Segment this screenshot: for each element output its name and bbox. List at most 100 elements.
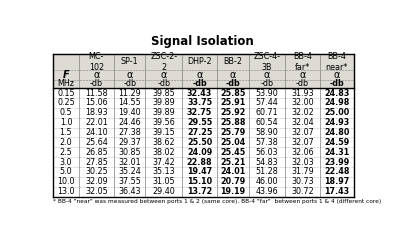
Text: 24.31: 24.31 (324, 148, 350, 157)
Text: -db: -db (226, 80, 240, 88)
Text: 22.48: 22.48 (324, 167, 350, 176)
Text: -db: -db (90, 80, 103, 88)
Text: 24.80: 24.80 (324, 128, 350, 137)
Text: α: α (160, 70, 167, 80)
Text: 24.59: 24.59 (324, 138, 350, 147)
Text: 29.55: 29.55 (187, 118, 212, 127)
Text: ZSC-4-
3B: ZSC-4- 3B (254, 52, 280, 72)
Text: α: α (126, 70, 133, 80)
Text: BB-4
near*: BB-4 near* (325, 52, 348, 72)
Text: 30.72: 30.72 (291, 187, 314, 196)
Text: 1.0: 1.0 (60, 118, 72, 127)
Text: -db: -db (123, 80, 136, 88)
Text: 1.5: 1.5 (60, 128, 72, 137)
Text: -db: -db (157, 80, 170, 88)
Text: BB-2: BB-2 (224, 58, 243, 66)
Text: 0.25: 0.25 (57, 98, 75, 107)
Text: 24.09: 24.09 (187, 148, 212, 157)
Text: 32.07: 32.07 (291, 138, 314, 147)
Text: α: α (299, 70, 306, 80)
Text: 38.02: 38.02 (152, 148, 175, 157)
Text: 14.55: 14.55 (118, 98, 141, 107)
Text: 24.01: 24.01 (220, 167, 246, 176)
Text: 38.62: 38.62 (152, 138, 175, 147)
Text: MC-
102: MC- 102 (89, 52, 104, 72)
Text: 31.05: 31.05 (152, 177, 175, 186)
Text: 37.42: 37.42 (152, 158, 175, 166)
Text: 32.09: 32.09 (85, 177, 108, 186)
Text: 56.03: 56.03 (256, 148, 278, 157)
Text: 31.93: 31.93 (291, 88, 314, 98)
Text: 37.55: 37.55 (118, 177, 141, 186)
Text: 39.89: 39.89 (152, 98, 175, 107)
Text: 32.02: 32.02 (291, 108, 314, 117)
Text: 0.5: 0.5 (60, 108, 72, 117)
Text: 57.38: 57.38 (256, 138, 278, 147)
Text: 32.03: 32.03 (291, 158, 314, 166)
Text: 25.50: 25.50 (187, 138, 212, 147)
Text: 19.19: 19.19 (220, 187, 245, 196)
Text: 39.85: 39.85 (152, 88, 175, 98)
Text: -db: -db (192, 80, 207, 88)
Text: α: α (264, 70, 270, 80)
Text: 46.00: 46.00 (256, 177, 278, 186)
Text: α: α (196, 70, 203, 80)
Text: 58.90: 58.90 (256, 128, 278, 137)
Text: 29.37: 29.37 (118, 138, 141, 147)
Text: -db: -db (296, 80, 309, 88)
Text: 60.71: 60.71 (256, 108, 278, 117)
Text: 24.46: 24.46 (118, 118, 141, 127)
Text: 19.47: 19.47 (187, 167, 212, 176)
Text: 20.79: 20.79 (220, 177, 246, 186)
Text: 36.43: 36.43 (118, 187, 141, 196)
Text: 24.98: 24.98 (324, 98, 350, 107)
Text: 23.99: 23.99 (324, 158, 350, 166)
Text: 0.15: 0.15 (57, 88, 75, 98)
Text: 25.92: 25.92 (220, 108, 246, 117)
Text: 53.90: 53.90 (256, 88, 278, 98)
Text: 32.75: 32.75 (187, 108, 212, 117)
Text: -db: -db (329, 80, 344, 88)
Text: 31.79: 31.79 (291, 167, 314, 176)
Text: 22.01: 22.01 (85, 118, 108, 127)
Text: BB-4
far*: BB-4 far* (293, 52, 312, 72)
Text: α: α (230, 70, 236, 80)
Text: 25.88: 25.88 (220, 118, 246, 127)
Text: 25.91: 25.91 (220, 98, 246, 107)
Text: 11.29: 11.29 (118, 88, 141, 98)
Text: 25.79: 25.79 (220, 128, 246, 137)
Text: 30.73: 30.73 (291, 177, 314, 186)
Text: 25.00: 25.00 (324, 108, 350, 117)
Text: 18.93: 18.93 (85, 108, 108, 117)
Text: 24.10: 24.10 (85, 128, 108, 137)
Text: 32.07: 32.07 (291, 128, 314, 137)
Text: 60.54: 60.54 (256, 118, 278, 127)
Text: 27.38: 27.38 (118, 128, 141, 137)
Text: 32.00: 32.00 (291, 98, 314, 107)
Text: 39.15: 39.15 (152, 128, 175, 137)
Text: 15.06: 15.06 (85, 98, 108, 107)
Text: 32.05: 32.05 (85, 187, 108, 196)
Text: 39.89: 39.89 (152, 108, 175, 117)
Text: 25.21: 25.21 (220, 158, 246, 166)
Text: 35.24: 35.24 (118, 167, 141, 176)
Text: 2.5: 2.5 (60, 148, 72, 157)
Text: 19.40: 19.40 (118, 108, 141, 117)
Text: 11.58: 11.58 (85, 88, 108, 98)
Text: ZSC-2-
2: ZSC-2- 2 (150, 52, 177, 72)
Text: 32.06: 32.06 (291, 148, 314, 157)
Text: 57.44: 57.44 (256, 98, 278, 107)
Text: 22.88: 22.88 (187, 158, 213, 166)
Text: 27.25: 27.25 (187, 128, 212, 137)
Text: 54.83: 54.83 (256, 158, 278, 166)
Text: 33.75: 33.75 (187, 98, 212, 107)
Text: 24.93: 24.93 (324, 118, 350, 127)
Bar (53, 54, 354, 88)
Text: 25.85: 25.85 (220, 88, 246, 98)
Text: 15.10: 15.10 (187, 177, 212, 186)
Text: 29.40: 29.40 (152, 187, 175, 196)
Text: MHz: MHz (57, 80, 74, 88)
Text: 30.25: 30.25 (85, 167, 108, 176)
Text: 25.04: 25.04 (220, 138, 246, 147)
Text: 51.28: 51.28 (256, 167, 278, 176)
